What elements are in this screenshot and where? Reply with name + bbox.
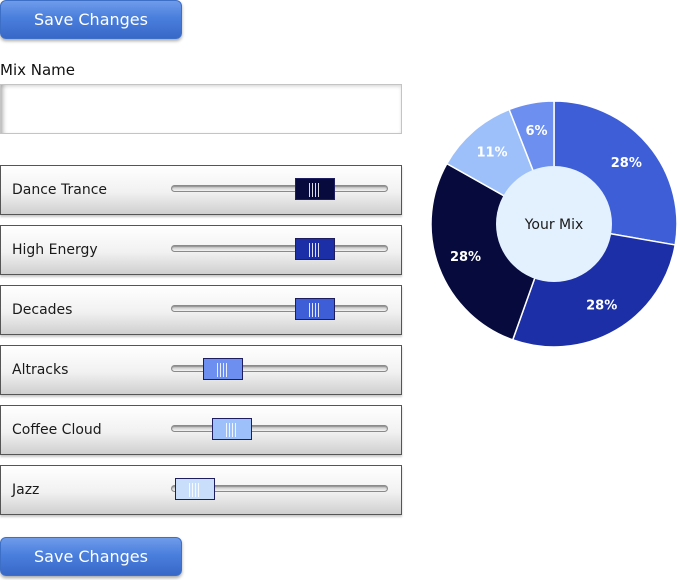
slider-thumb-coffee-cloud[interactable] (211, 418, 252, 440)
grip-icon (308, 183, 320, 197)
save-changes-button-top[interactable]: Save Changes (0, 0, 182, 39)
slider-thumb-jazz[interactable] (174, 478, 215, 500)
slider-row-jazz: Jazz (0, 465, 402, 515)
slider-label: Decades (12, 302, 73, 318)
mix-name-label: Mix Name (0, 61, 76, 79)
donut-svg: 28% 28% 28% 11% 6% Your Mix (430, 100, 678, 348)
donut-slice-label: 28% (450, 250, 481, 265)
grip-icon (188, 483, 200, 497)
slider-label: Jazz (12, 482, 40, 498)
slider-label: Coffee Cloud (12, 422, 102, 438)
slider-thumb-altracks[interactable] (202, 358, 243, 380)
donut-slice-label: 28% (611, 156, 642, 171)
slider-track[interactable] (171, 305, 388, 312)
slider-track[interactable] (171, 425, 388, 432)
grip-icon (308, 243, 320, 257)
donut-slice-label: 11% (476, 146, 507, 161)
slider-row-high-energy: High Energy (0, 225, 402, 275)
slider-label: Dance Trance (12, 182, 108, 198)
slider-thumb-decades[interactable] (294, 298, 335, 320)
slider-thumb-high-energy[interactable] (294, 238, 335, 260)
save-changes-button-bottom[interactable]: Save Changes (0, 537, 182, 576)
slider-row-altracks: Altracks (0, 345, 402, 395)
slider-row-coffee-cloud: Coffee Cloud (0, 405, 402, 455)
slider-row-decades: Decades (0, 285, 402, 335)
slider-track[interactable] (171, 245, 388, 252)
slider-label: High Energy (12, 242, 98, 258)
grip-icon (216, 363, 228, 377)
slider-track[interactable] (171, 365, 388, 372)
slider-track[interactable] (171, 185, 388, 192)
donut-slice-label: 6% (525, 124, 547, 139)
slider-track[interactable] (171, 485, 388, 492)
grip-icon (308, 303, 320, 317)
slider-thumb-dance-trance[interactable] (294, 178, 335, 200)
donut-center-label: Your Mix (524, 217, 584, 233)
slider-label: Altracks (12, 362, 69, 378)
donut-slice-label: 28% (586, 299, 617, 314)
mix-donut-chart: 28% 28% 28% 11% 6% Your Mix (420, 92, 680, 360)
grip-icon (225, 423, 237, 437)
donut-center (496, 166, 612, 282)
slider-row-dance-trance: Dance Trance (0, 165, 402, 215)
mix-name-input[interactable] (0, 84, 402, 134)
